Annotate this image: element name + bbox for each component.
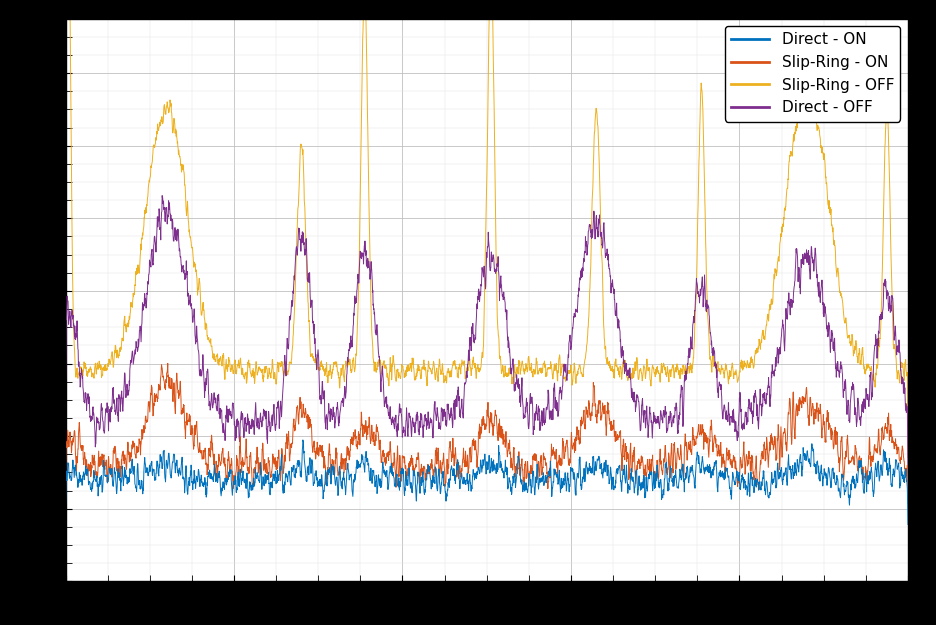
Slip-Ring - ON [796,267,807,274]
Slip-Ring - ON [156,192,168,199]
Direct - OFF [156,458,168,466]
Slip-Ring - OFF [162,359,173,367]
Direct - ON [206,342,217,350]
Direct - ON [796,90,807,98]
Direct - OFF [60,503,71,511]
Slip-Ring - OFF [60,472,71,480]
Direct - OFF [206,474,217,482]
Line: Slip-Ring - ON: Slip-Ring - ON [66,196,908,468]
Slip-Ring - OFF [383,450,394,458]
Slip-Ring - ON [60,380,71,388]
Line: Slip-Ring - OFF: Slip-Ring - OFF [66,363,908,504]
Slip-Ring - OFF [206,434,217,442]
Slip-Ring - OFF [902,500,914,508]
Direct - OFF [902,521,914,528]
Direct - ON [60,141,71,148]
Slip-Ring - ON [206,391,217,398]
Direct - OFF [796,459,807,467]
Direct - OFF [383,478,394,486]
Slip-Ring - ON [383,409,394,416]
Slip-Ring - ON [886,297,898,304]
Direct - OFF [419,484,431,491]
Slip-Ring - OFF [419,477,431,484]
Line: Direct - OFF: Direct - OFF [66,440,908,524]
Direct - ON [156,113,168,121]
Direct - OFF [886,481,898,488]
Slip-Ring - OFF [156,361,168,369]
Slip-Ring - OFF [886,427,898,434]
Slip-Ring - ON [419,411,431,418]
Line: Direct - ON: Direct - ON [66,0,908,458]
Slip-Ring - OFF [796,397,807,404]
Direct - OFF [298,436,309,444]
Direct - ON [383,382,394,389]
Direct - ON [902,454,914,461]
Slip-Ring - ON [902,464,914,471]
Slip-Ring - ON [156,209,168,216]
Direct - ON [886,272,898,279]
Legend: Direct - ON, Slip-Ring - ON, Slip-Ring - OFF, Direct - OFF: Direct - ON, Slip-Ring - ON, Slip-Ring -… [725,26,900,121]
Direct - ON [419,364,431,371]
